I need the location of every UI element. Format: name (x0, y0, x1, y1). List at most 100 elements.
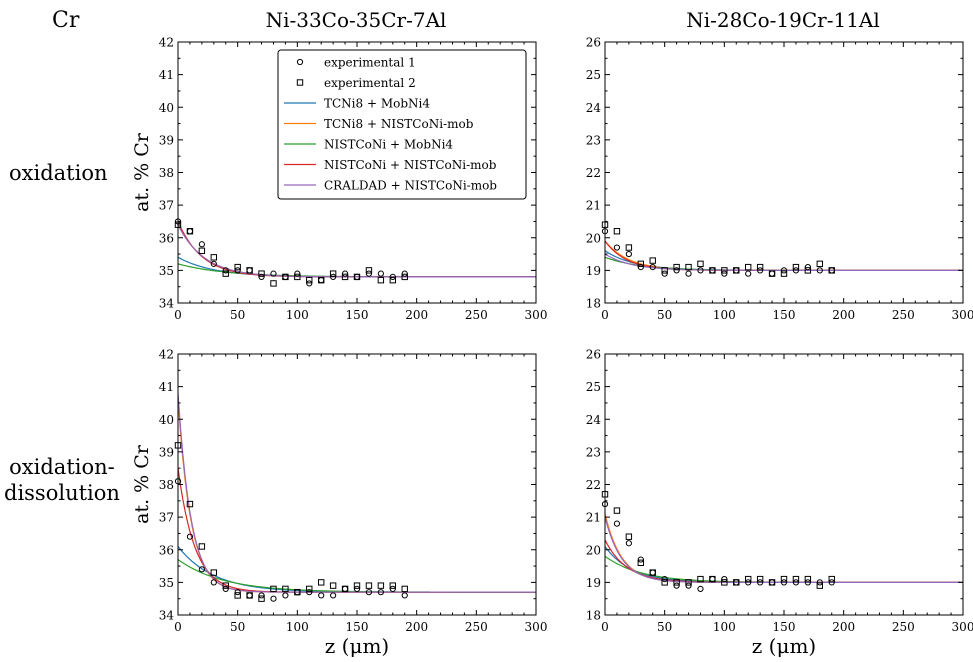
y-tick-label: 42 (159, 348, 174, 362)
data-point-experimental-1 (186, 228, 194, 235)
data-point-experimental-1 (625, 540, 632, 547)
data-point-experimental-2 (721, 267, 728, 274)
data-point-experimental-1 (282, 592, 289, 599)
data-point-experimental-1 (816, 579, 823, 586)
row-label-oxidation-dissolution: oxidation- dissolution (4, 455, 120, 505)
row-label-oxidation: oxidation (9, 161, 108, 185)
data-point-experimental-1 (365, 270, 373, 277)
series-line-craldad-nistconi-mob (178, 224, 536, 278)
data-point-experimental-2 (637, 260, 644, 268)
data-point-experimental-1 (389, 273, 396, 280)
y-tick-label: 21 (586, 511, 601, 525)
x-tick-label: 0 (601, 620, 609, 634)
data-point-experimental-1 (258, 592, 265, 599)
chart-panel-2: 0 50 100 150 200 250 300 18 19 20 21 22 23 24 25 26 (586, 36, 973, 323)
x-tick-label: 100 (286, 308, 309, 322)
series-line-nistconi-nistconi-mob (605, 240, 963, 271)
data-point-experimental-2 (318, 276, 325, 284)
data-point-experimental-1 (685, 582, 692, 589)
data-point-experimental-1 (330, 592, 337, 599)
y-tick-label: 23 (586, 445, 601, 459)
data-point-experimental-1 (198, 241, 205, 248)
x-tick-label: 150 (773, 620, 796, 634)
data-point-experimental-1 (294, 270, 301, 277)
axes-frame (604, 353, 964, 616)
y-axis-label: at. % Cr (131, 444, 153, 524)
data-point-experimental-1 (258, 273, 265, 280)
y-tick-label: 38 (159, 478, 174, 492)
data-point-experimental-2 (685, 263, 692, 271)
data-point-experimental-1 (792, 579, 800, 586)
data-point-experimental-2 (709, 267, 716, 274)
y-tick-label: 18 (586, 297, 601, 311)
data-point-experimental-2 (306, 276, 313, 284)
x-axis-label: z (μm) (325, 634, 389, 658)
x-tick-label: 250 (892, 308, 915, 322)
data-point-experimental-2 (234, 592, 241, 599)
data-point-experimental-1 (198, 566, 205, 573)
data-point-experimental-2 (222, 582, 229, 589)
y-tick-label: 26 (586, 36, 601, 50)
legend-marker-circle (296, 58, 304, 66)
data-point-experimental-1 (661, 270, 668, 277)
y-tick-label: 40 (159, 101, 174, 115)
data-point-experimental-2 (745, 263, 752, 271)
legend-entry-label: NISTCoNi + MobNi4 (324, 138, 453, 152)
y-tick-label: 19 (586, 576, 601, 590)
y-tick-label: 41 (159, 68, 174, 82)
y-tick-label: 39 (159, 445, 174, 459)
data-point-experimental-2 (186, 228, 194, 235)
data-point-experimental-1 (685, 270, 692, 277)
data-point-experimental-2 (270, 280, 277, 287)
y-tick-label: 40 (159, 413, 174, 427)
x-tick-label: 150 (346, 620, 369, 634)
y-tick-label: 20 (586, 231, 601, 245)
x-tick-label: 300 (525, 308, 548, 322)
series-line-tcni8-nistconi-mob (605, 240, 963, 271)
data-point-experimental-2 (389, 582, 397, 589)
data-point-experimental-2 (625, 244, 633, 251)
data-point-experimental-1 (828, 579, 835, 586)
data-point-experimental-1 (270, 595, 277, 602)
x-tick-label: 150 (346, 308, 369, 322)
data-point-experimental-2 (828, 575, 835, 583)
data-point-experimental-1 (401, 592, 408, 599)
data-point-experimental-2 (258, 270, 265, 277)
y-tick-label: 34 (159, 609, 175, 623)
series-line-craldad-nistconi-mob (605, 253, 963, 271)
data-point-experimental-1 (234, 267, 241, 274)
legend-entry-label: CRALDAD + NISTCoNi-mob (324, 179, 497, 193)
y-tick-label: 36 (159, 543, 174, 557)
column-title-left: Ni-33Co-35Cr-7Al (265, 8, 447, 32)
data-point-experimental-2 (673, 263, 680, 271)
data-point-experimental-2 (365, 267, 373, 274)
legend-box (277, 49, 527, 200)
y-tick-label: 35 (159, 576, 174, 590)
data-point-experimental-2 (294, 588, 301, 596)
data-point-experimental-1 (186, 533, 194, 540)
data-point-experimental-2 (804, 267, 812, 274)
data-point-experimental-1 (613, 520, 621, 527)
series-line-tcni8-nistconi-mob (178, 224, 536, 278)
x-tick-label: 100 (713, 308, 736, 322)
series-line-craldad-nistconi-mob (605, 516, 963, 583)
data-point-experimental-2 (697, 575, 704, 583)
data-point-experimental-2 (329, 270, 337, 277)
data-point-experimental-1 (637, 264, 644, 271)
data-point-experimental-1 (649, 264, 656, 271)
data-point-experimental-2 (697, 260, 704, 268)
data-point-experimental-2 (365, 582, 373, 589)
data-point-experimental-2 (234, 263, 241, 271)
data-point-experimental-1 (389, 585, 396, 593)
x-tick-label: 250 (465, 308, 488, 322)
data-point-experimental-2 (377, 276, 385, 284)
data-point-experimental-2 (792, 575, 800, 583)
chart-panel-3: 0 50 100 150 200 250 300 34 35 36 37 38 39 40 41 42 at. … (131, 348, 547, 659)
data-point-experimental-1 (318, 592, 325, 599)
data-point-experimental-1 (780, 579, 788, 586)
x-tick-label: 300 (952, 620, 973, 634)
data-point-experimental-2 (389, 276, 397, 284)
data-point-experimental-2 (401, 585, 408, 593)
series-line-nistconi-nistconi-mob (178, 468, 536, 593)
